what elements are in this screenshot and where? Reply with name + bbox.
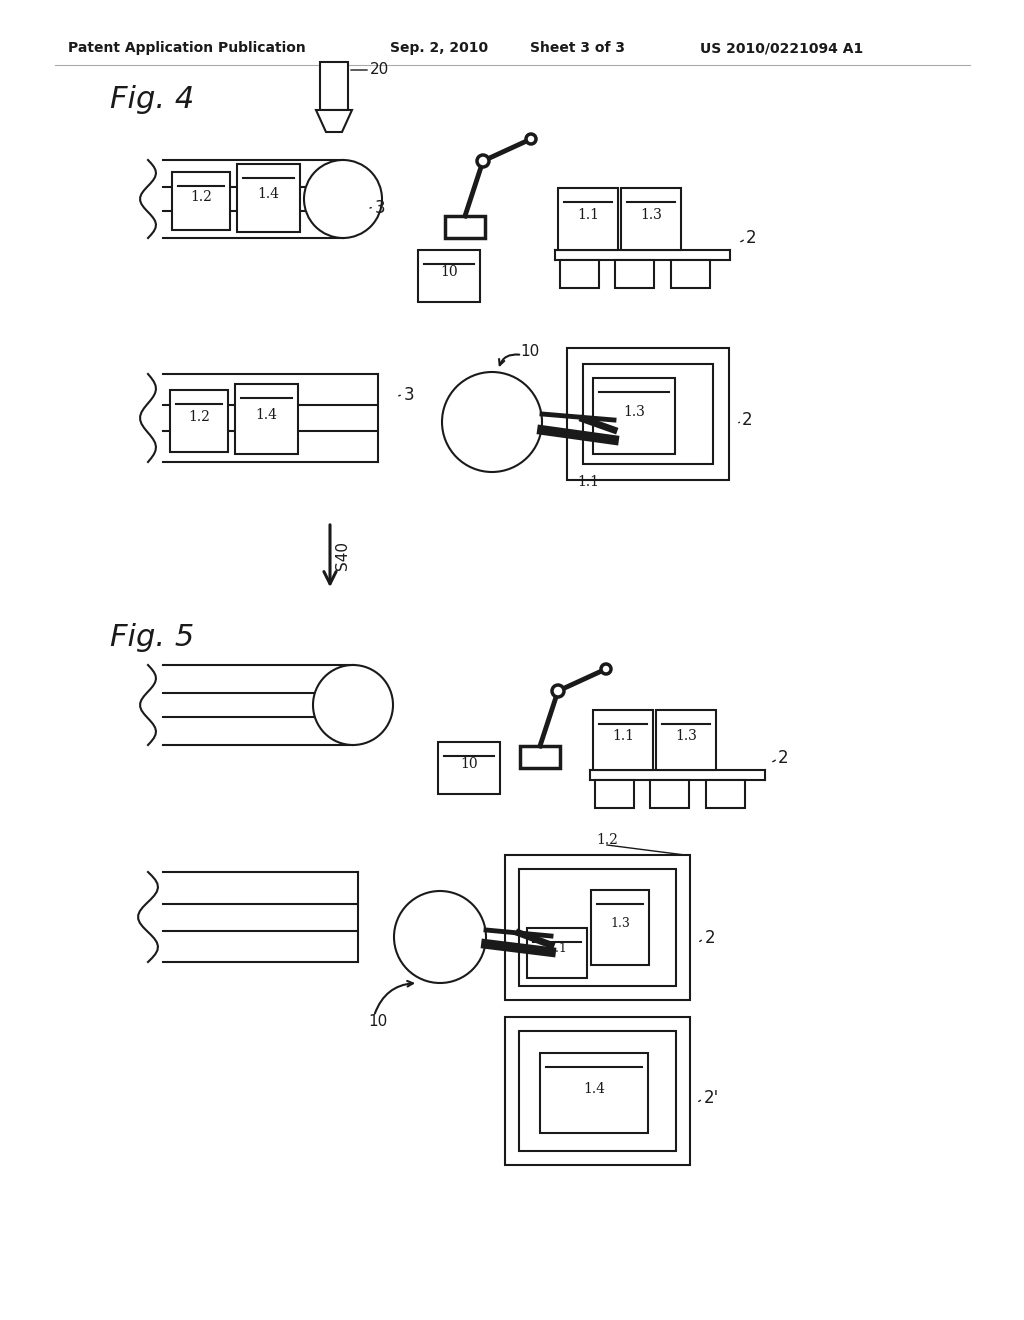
FancyBboxPatch shape	[540, 1053, 648, 1133]
FancyBboxPatch shape	[172, 172, 230, 230]
Circle shape	[304, 160, 382, 238]
FancyBboxPatch shape	[438, 742, 500, 795]
FancyBboxPatch shape	[527, 928, 587, 978]
FancyBboxPatch shape	[583, 364, 713, 465]
FancyBboxPatch shape	[595, 780, 634, 808]
Text: 10: 10	[520, 345, 540, 359]
Text: 1.3: 1.3	[640, 209, 662, 222]
Circle shape	[313, 665, 393, 744]
Text: 2: 2	[742, 411, 753, 429]
Circle shape	[601, 664, 611, 675]
Text: 1.3: 1.3	[675, 729, 697, 743]
Text: 1.1: 1.1	[547, 942, 567, 956]
Circle shape	[442, 372, 542, 473]
Circle shape	[552, 685, 564, 697]
FancyBboxPatch shape	[505, 1016, 690, 1166]
Text: 3: 3	[404, 385, 415, 404]
FancyBboxPatch shape	[234, 384, 298, 454]
FancyBboxPatch shape	[237, 164, 300, 232]
FancyBboxPatch shape	[170, 389, 228, 451]
Text: 20: 20	[370, 62, 389, 78]
FancyBboxPatch shape	[593, 378, 675, 454]
Text: 1.1: 1.1	[577, 209, 599, 222]
Text: US 2010/0221094 A1: US 2010/0221094 A1	[700, 41, 863, 55]
Text: 1.2: 1.2	[188, 411, 210, 424]
Text: 1.3: 1.3	[623, 405, 645, 418]
Text: 1.1: 1.1	[612, 729, 634, 743]
Text: 1.3: 1.3	[610, 917, 630, 931]
Text: Fig. 4: Fig. 4	[110, 86, 195, 115]
Text: Sep. 2, 2010: Sep. 2, 2010	[390, 41, 488, 55]
Text: 1.1: 1.1	[577, 475, 599, 488]
Text: 2': 2'	[705, 1089, 719, 1107]
Text: 10: 10	[460, 756, 478, 771]
Text: 1.4: 1.4	[583, 1082, 605, 1096]
FancyBboxPatch shape	[445, 216, 485, 238]
Text: 1.2: 1.2	[190, 190, 212, 205]
FancyBboxPatch shape	[519, 1031, 676, 1151]
Polygon shape	[316, 110, 352, 132]
Text: 2: 2	[705, 929, 716, 946]
Circle shape	[526, 135, 536, 144]
Circle shape	[477, 154, 489, 168]
Text: 3: 3	[375, 199, 386, 216]
Circle shape	[394, 891, 486, 983]
Text: 1.4: 1.4	[257, 187, 280, 201]
FancyBboxPatch shape	[591, 890, 649, 965]
Text: 10: 10	[368, 1015, 387, 1030]
Text: 2: 2	[746, 228, 757, 247]
FancyBboxPatch shape	[319, 62, 348, 110]
FancyBboxPatch shape	[567, 348, 729, 480]
Text: Patent Application Publication: Patent Application Publication	[68, 41, 306, 55]
Text: 10: 10	[440, 265, 458, 279]
FancyBboxPatch shape	[621, 187, 681, 249]
FancyBboxPatch shape	[706, 780, 745, 808]
Text: 1.4: 1.4	[256, 408, 278, 422]
FancyBboxPatch shape	[418, 249, 480, 302]
FancyBboxPatch shape	[560, 260, 599, 288]
Text: 1.2: 1.2	[596, 833, 617, 847]
FancyBboxPatch shape	[671, 260, 710, 288]
Text: S40: S40	[335, 541, 349, 570]
FancyBboxPatch shape	[558, 187, 618, 249]
Text: Sheet 3 of 3: Sheet 3 of 3	[530, 41, 625, 55]
FancyBboxPatch shape	[505, 855, 690, 1001]
FancyBboxPatch shape	[650, 780, 689, 808]
FancyBboxPatch shape	[519, 869, 676, 986]
FancyBboxPatch shape	[520, 746, 560, 768]
FancyBboxPatch shape	[593, 710, 653, 770]
Text: Fig. 5: Fig. 5	[110, 623, 195, 652]
FancyBboxPatch shape	[615, 260, 654, 288]
FancyBboxPatch shape	[656, 710, 716, 770]
Text: 2: 2	[778, 748, 788, 767]
